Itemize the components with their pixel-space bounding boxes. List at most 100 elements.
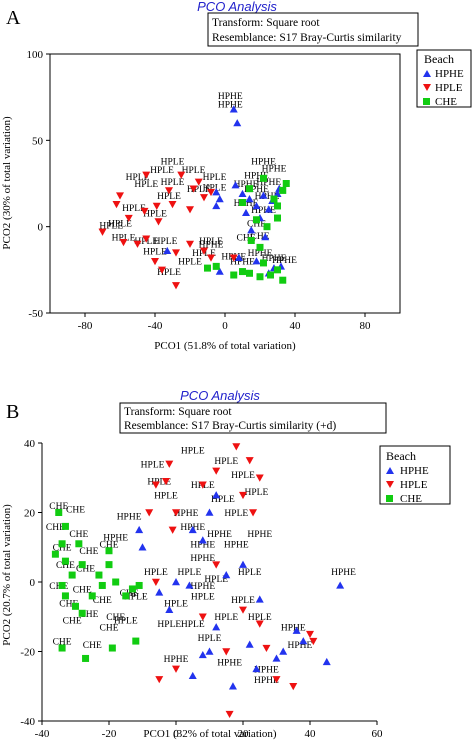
panel-b-point-che bbox=[132, 637, 140, 645]
panel-b-point-che bbox=[61, 592, 69, 600]
panel-b-point-label: HPHE bbox=[190, 540, 215, 550]
panel-a-point-hphe bbox=[212, 188, 221, 196]
panel-a-point-che bbox=[260, 259, 267, 267]
panel-a-point-label: HPHE bbox=[262, 164, 287, 174]
panel-b-point-label: HPLE bbox=[214, 457, 238, 467]
panel-b-point-che bbox=[112, 578, 120, 586]
panel-a-info-line-1: Transform: Square root bbox=[212, 17, 320, 29]
panel-a-y-tick-label: 0 bbox=[38, 222, 44, 234]
panel-b-point-hphe bbox=[299, 637, 308, 645]
panel-b-point-hple bbox=[222, 648, 231, 656]
panel-a-point-che bbox=[212, 262, 220, 270]
panel-a-point-hphe bbox=[264, 205, 273, 213]
panel-b-point-hple bbox=[151, 578, 160, 586]
panel-a-point-che bbox=[267, 271, 274, 279]
panel-a-y-tick-label: 100 bbox=[27, 49, 44, 61]
panel-a-point-hple bbox=[186, 240, 194, 248]
panel-a-point-che bbox=[230, 271, 238, 279]
panel-b-point-hple bbox=[309, 637, 318, 646]
panel-b-point-che bbox=[82, 654, 90, 662]
panel-a-point-che bbox=[274, 214, 281, 222]
panel-a-point-label: HPLE bbox=[99, 221, 123, 231]
panel-a-point-labels: HPHEHPHEHPLEHPLEHPLEHPLEHPLEHPLEHPLEHPLE… bbox=[99, 92, 297, 278]
panel-a-point-label: HPLE bbox=[203, 183, 227, 193]
panel-b-point-hple bbox=[168, 526, 177, 534]
panel-b-legend-hple-marker bbox=[386, 481, 394, 488]
panel-a-point-hple bbox=[152, 202, 161, 210]
panel-b-point-hphe bbox=[255, 595, 264, 603]
panel-b-point-hphe bbox=[279, 647, 288, 655]
panel-b-point-che bbox=[55, 509, 63, 516]
panel-b-y-tick-label: -20 bbox=[20, 647, 35, 659]
panel-b-point-label: CHE bbox=[100, 540, 119, 550]
panel-b-legend-che: CHE bbox=[400, 493, 422, 505]
panel-b-point-label: HPHE bbox=[254, 676, 279, 686]
panel-b-point-label: HPLE bbox=[154, 492, 178, 502]
panel-a-point-hple bbox=[177, 171, 186, 179]
panel-a-legend-hphe-marker bbox=[423, 70, 431, 77]
panel-a-point-label: HPLE bbox=[126, 173, 150, 183]
panel-a-point-hple bbox=[189, 185, 198, 193]
panel-a-point-label: HPHE bbox=[199, 240, 224, 250]
panel-b-point-che bbox=[88, 592, 96, 600]
panel-a-point-hphe bbox=[252, 201, 261, 210]
panel-a-point-label: HPLE bbox=[203, 173, 227, 183]
panel-a-point-label: HPHE bbox=[251, 158, 276, 168]
panel-b-point-label: HPLE bbox=[141, 460, 165, 470]
panel-a-point-che bbox=[270, 195, 278, 203]
panel-b-x-tick-label: -20 bbox=[102, 728, 117, 740]
panel-a-point-hphe bbox=[231, 181, 240, 189]
panel-b-point-label: CHE bbox=[106, 613, 125, 623]
panel-b-point-label: HPLE bbox=[231, 471, 255, 481]
panel-b-point-label: CHE bbox=[53, 544, 72, 554]
panel-a-point-hple bbox=[133, 240, 142, 248]
panel-b-point-hple bbox=[145, 509, 154, 517]
panel-b-point-hphe bbox=[198, 650, 207, 659]
panel-a-legend-che: CHE bbox=[435, 96, 457, 108]
panel-a-point-hple bbox=[98, 228, 107, 236]
panel-b: B PCO Analysis Transform: Square root Re… bbox=[1, 388, 451, 740]
panel-a-point-label: CHE bbox=[251, 232, 270, 242]
panel-b-point-label: HPLE bbox=[164, 599, 188, 609]
panel-b-legend-title: Beach bbox=[386, 449, 416, 463]
panel-b-point-che bbox=[135, 581, 143, 589]
panel-b-legend-frame bbox=[379, 445, 451, 505]
panel-b-point-label: CHE bbox=[93, 596, 112, 606]
panel-a-point-label: HPHE bbox=[248, 249, 273, 259]
panel-b-point-hple bbox=[255, 474, 264, 482]
panel-b-point-hphe bbox=[165, 605, 174, 613]
panel-a-point-label: HPLE bbox=[157, 192, 181, 202]
panel-a-point-hphe bbox=[261, 233, 270, 241]
panel-b-point-label: HPLE bbox=[124, 592, 148, 602]
panel-b-legend: Beach HPHE HPLE CHE bbox=[379, 445, 451, 505]
panel-a-point-hphe bbox=[212, 201, 221, 210]
panel-b-point-label: CHE bbox=[76, 565, 95, 575]
panel-b-point-label: CHE bbox=[73, 585, 92, 595]
panel-a-point-label: HPHE bbox=[234, 180, 259, 190]
panel-a-point-hple bbox=[200, 194, 208, 202]
panel-b-point-hphe bbox=[272, 654, 281, 662]
panel-a-point-label: HPLE bbox=[182, 166, 206, 176]
panel-b-point-hphe bbox=[239, 560, 247, 568]
panel-a-point-hple bbox=[200, 247, 208, 255]
panel-b-point-hphe bbox=[222, 571, 231, 579]
panel-a-point-label: HPHE bbox=[244, 171, 269, 181]
panel-b-legend-hple: HPLE bbox=[400, 479, 428, 491]
panel-b-x-tick-label: 60 bbox=[372, 728, 384, 740]
panel-b-point-label: CHE bbox=[46, 523, 65, 533]
panel-b-point-label: HPLE bbox=[245, 488, 269, 498]
panel-b-point-hphe bbox=[212, 623, 221, 631]
panel-b-y-tick-label: 20 bbox=[24, 508, 36, 520]
panel-a-point-label: HPLE bbox=[143, 209, 167, 219]
panel-a-point-hple bbox=[158, 266, 166, 274]
panel-a-point-label: HPHE bbox=[256, 178, 281, 188]
panel-b-point-label: HPHE bbox=[164, 655, 189, 665]
panel-b-x-tick-label: -40 bbox=[35, 728, 50, 740]
panel-b-point-che bbox=[95, 571, 103, 579]
panel-a-point-che bbox=[274, 266, 281, 274]
panel-a-axes: -80 -40 0 40 80 -50 0 50 100 bbox=[27, 49, 372, 332]
panel-b-point-label: HPHE bbox=[103, 533, 128, 543]
panel-b-point-label: HPLE bbox=[114, 617, 138, 627]
panel-b-point-hple bbox=[249, 509, 258, 517]
